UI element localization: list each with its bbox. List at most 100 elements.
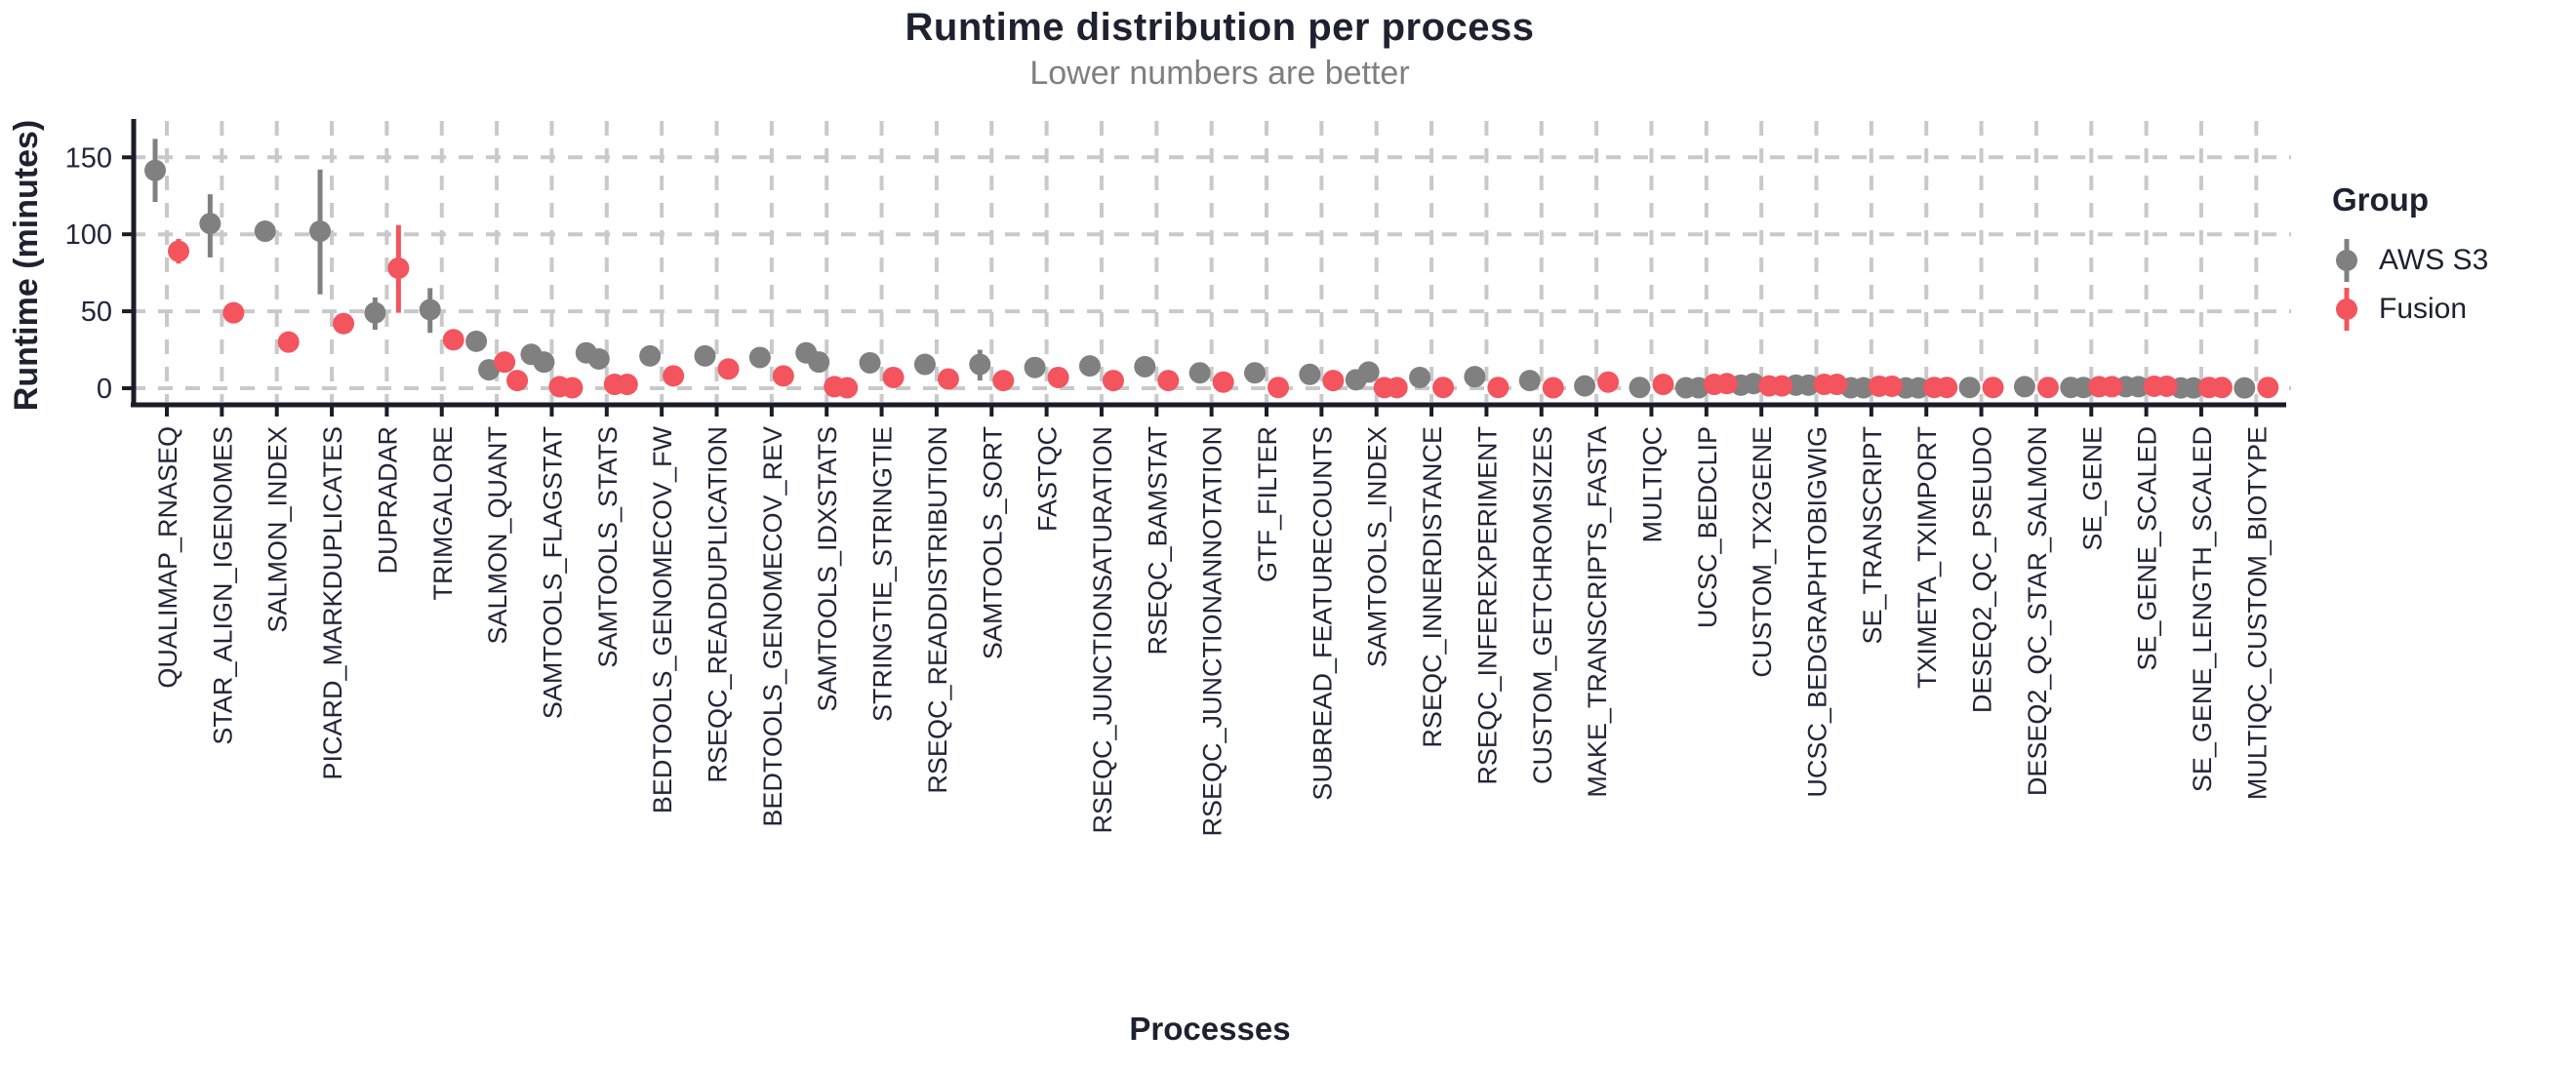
data-point-aws-s3 — [1464, 366, 1486, 388]
data-point-aws-s3 — [639, 344, 662, 367]
data-point-aws-s3 — [2013, 376, 2035, 398]
legend-key-icon — [2336, 239, 2357, 282]
data-point-fusion — [442, 329, 464, 351]
x-tick-label: RSEQC_JUNCTIONSATURATION — [1088, 426, 1117, 834]
data-point-aws-s3 — [1078, 355, 1101, 378]
data-point-fusion — [2210, 377, 2233, 399]
data-point-aws-s3 — [2073, 377, 2095, 399]
data-point-fusion — [992, 370, 1015, 392]
data-point-fusion — [222, 301, 245, 324]
x-tick-label: RSEQC_READDUPLICATION — [704, 426, 733, 783]
x-tick-label: TRIMGALORE — [428, 426, 458, 601]
legend-item: Fusion — [2332, 285, 2576, 334]
chart-subtitle: Lower numbers are better — [1029, 55, 1410, 92]
data-point-aws-s3 — [199, 213, 221, 235]
data-point-aws-s3 — [859, 351, 881, 374]
data-point-fusion — [387, 257, 410, 279]
data-point-fusion — [717, 358, 740, 380]
x-tick-label: MAKE_TRANSCRIPTS_FASTA — [1583, 426, 1612, 798]
data-point-aws-s3 — [587, 348, 610, 371]
x-tick-label: SALMON_QUANT — [483, 426, 512, 645]
x-tick-label: STAR_ALIGN_IGENOMES — [208, 426, 237, 745]
legend-key-icon — [2336, 288, 2357, 331]
data-point-fusion — [1047, 366, 1069, 388]
data-point-aws-s3 — [1188, 362, 1211, 384]
data-point-aws-s3 — [694, 344, 716, 367]
x-tick-label: MULTIQC_CUSTOM_BIOTYPE — [2242, 426, 2272, 800]
x-tick-label: SALMON_INDEX — [263, 426, 293, 633]
x-tick-label: DUPRADAR — [373, 426, 402, 575]
data-point-aws-s3 — [1908, 377, 1930, 399]
data-point-fusion — [2155, 375, 2178, 397]
data-point-aws-s3 — [1574, 375, 1596, 397]
data-point-aws-s3 — [254, 220, 276, 243]
x-tick-label: SAMTOOLS_INDEX — [1363, 426, 1392, 667]
data-point-aws-s3 — [1518, 370, 1541, 392]
data-point-fusion — [2101, 376, 2123, 398]
x-tick-label: SE_TRANSCRIPT — [1858, 426, 1887, 645]
data-point-aws-s3 — [1024, 356, 1046, 378]
x-tick-label: TXIMETA_TXIMPORT — [1912, 426, 1942, 689]
x-tick-label: FASTQC — [1033, 426, 1063, 532]
data-point-fusion — [772, 365, 794, 387]
x-tick-label: RSEQC_READDISTRIBUTION — [923, 426, 952, 794]
x-tick-label: BEDTOOLS_GENOMECOV_REV — [758, 426, 787, 827]
data-point-fusion — [1268, 377, 1289, 399]
chart-title: Runtime distribution per process — [905, 6, 1535, 49]
data-point-aws-s3 — [364, 301, 386, 324]
x-tick-label: UCSC_BEDCLIP — [1693, 426, 1722, 628]
x-tick-label: CUSTOM_TX2GENE — [1748, 426, 1777, 678]
x-tick-label: GTF_FILTER — [1253, 426, 1282, 582]
data-point-fusion — [2257, 377, 2279, 399]
data-point-fusion — [1652, 374, 1674, 396]
data-point-fusion — [836, 377, 859, 399]
data-point-aws-s3 — [2182, 377, 2204, 399]
data-point-fusion — [1936, 377, 1958, 399]
x-tick-label: RSEQC_INNERDISTANCE — [1418, 426, 1447, 748]
data-point-fusion — [333, 312, 355, 335]
data-point-aws-s3 — [144, 159, 166, 181]
data-point-fusion — [1597, 371, 1620, 393]
x-tick-label: UCSC_BEDGRAPHTOBIGWIG — [1803, 426, 1832, 798]
x-tick-label: SAMTOOLS_FLAGSTAT — [538, 426, 567, 719]
x-tick-label: QUALIMAP_RNASEQ — [153, 426, 182, 689]
legend: Group AWS S3 Fusion — [2332, 181, 2576, 334]
data-point-fusion — [1432, 377, 1455, 399]
data-point-aws-s3 — [309, 220, 332, 243]
data-point-aws-s3 — [1244, 362, 1266, 384]
data-point-aws-s3 — [1134, 355, 1156, 378]
data-point-fusion — [2036, 377, 2059, 399]
y-axis-title: Runtime (minutes) — [8, 119, 45, 412]
y-tick-label: 150 — [65, 142, 112, 174]
x-axis-title: Processes — [1129, 1011, 1291, 1047]
data-point-fusion — [1771, 375, 1793, 397]
legend-item-label: Fusion — [2379, 293, 2468, 325]
x-tick-label: SAMTOOLS_SORT — [978, 426, 1007, 659]
x-tick-label: RSEQC_INFEREXPERIMENT — [1472, 426, 1502, 785]
x-tick-label: DESEQ2_QC_STAR_SALMON — [2023, 426, 2052, 796]
data-point-aws-s3 — [2234, 377, 2256, 399]
data-point-fusion — [494, 351, 516, 374]
x-tick-label: SUBREAD_FEATURECOUNTS — [1308, 426, 1337, 801]
data-point-fusion — [1982, 377, 2004, 399]
legend-item: AWS S3 — [2332, 236, 2576, 285]
x-tick-label: DESEQ2_QC_PSEUDO — [1968, 426, 1997, 713]
data-point-fusion — [1322, 370, 1345, 392]
data-point-aws-s3 — [1797, 374, 1820, 396]
data-point-fusion — [1542, 377, 1564, 399]
data-point-fusion — [937, 368, 959, 390]
data-point-fusion — [1880, 375, 1903, 397]
data-point-fusion — [1212, 371, 1234, 393]
data-point-fusion — [1102, 370, 1124, 392]
x-tick-label: CUSTOM_GETCHROMSIZES — [1528, 426, 1557, 784]
data-point-aws-s3 — [969, 353, 991, 376]
data-point-fusion — [663, 365, 685, 387]
data-point-fusion — [168, 240, 189, 262]
legend-item-label: AWS S3 — [2379, 244, 2489, 276]
data-point-aws-s3 — [748, 346, 771, 369]
data-point-fusion — [882, 366, 905, 388]
data-point-fusion — [1487, 377, 1509, 399]
data-point-fusion — [1826, 374, 1848, 396]
